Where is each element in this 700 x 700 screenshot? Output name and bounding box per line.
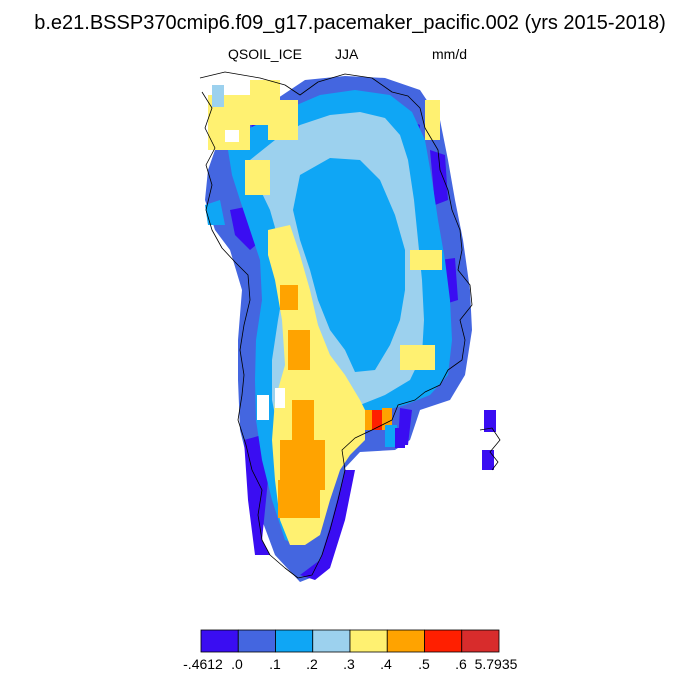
colorbar-swatch bbox=[312, 629, 351, 653]
colorbar-swatch bbox=[200, 629, 239, 653]
colorbar-label: .3 bbox=[343, 656, 355, 672]
field-cell bbox=[280, 285, 298, 310]
colorbar-swatch bbox=[386, 629, 425, 653]
field-cell bbox=[275, 388, 285, 408]
field-cells bbox=[205, 76, 496, 582]
field-region bbox=[205, 200, 225, 225]
units-label: mm/d bbox=[432, 46, 467, 62]
field-cell bbox=[400, 345, 435, 370]
colorbar-label: .2 bbox=[306, 656, 318, 672]
colorbar-label: .4 bbox=[380, 656, 392, 672]
field-cell bbox=[257, 395, 269, 420]
field-cell bbox=[484, 410, 496, 432]
field-cell bbox=[212, 85, 224, 107]
island-coastline bbox=[479, 427, 501, 471]
field-cell bbox=[292, 400, 314, 445]
field-cell bbox=[225, 130, 239, 142]
field-cell bbox=[385, 425, 397, 447]
colorbar-label: .1 bbox=[269, 656, 281, 672]
field-cell bbox=[425, 100, 440, 140]
field-cell bbox=[382, 408, 392, 433]
field-cell bbox=[482, 450, 494, 470]
interior-region bbox=[293, 158, 405, 372]
colorbar-swatch bbox=[275, 629, 314, 653]
field-region bbox=[300, 470, 355, 580]
colorbar-label: .0 bbox=[231, 656, 243, 672]
field-cell bbox=[372, 410, 382, 432]
colorbar-label: 5.7935 bbox=[474, 656, 518, 672]
field-cell bbox=[245, 160, 270, 195]
colorbar-swatch bbox=[349, 629, 388, 653]
colorbar-swatch bbox=[237, 629, 276, 653]
field-cell bbox=[365, 430, 387, 450]
colorbar-label: .6 bbox=[455, 656, 467, 672]
colorbar-label: -.4612 bbox=[183, 656, 223, 672]
coastline-path bbox=[199, 71, 473, 579]
field-cell bbox=[410, 250, 442, 270]
field-region bbox=[430, 150, 448, 205]
coastline bbox=[199, 71, 501, 579]
field-cell bbox=[278, 480, 320, 518]
colorbar-label: .5 bbox=[418, 656, 430, 672]
field-cell bbox=[288, 330, 310, 370]
field-cell bbox=[268, 100, 298, 140]
figure-title: b.e21.BSSP370cmip6.f09_g17.pacemaker_pac… bbox=[34, 12, 666, 34]
season-label: JJA bbox=[335, 46, 359, 62]
colorbar-swatch bbox=[424, 629, 463, 653]
colorbar bbox=[200, 629, 500, 653]
variable-label: QSOIL_ICE bbox=[228, 46, 302, 62]
field-cell bbox=[395, 428, 405, 448]
colorbar-swatch bbox=[461, 629, 500, 653]
